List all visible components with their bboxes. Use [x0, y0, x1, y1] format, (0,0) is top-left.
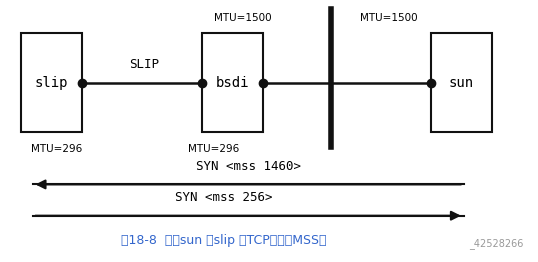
FancyBboxPatch shape	[202, 33, 263, 132]
Text: MTU=1500: MTU=1500	[214, 13, 272, 23]
Text: SYN <mss 256>: SYN <mss 256>	[175, 191, 273, 204]
Text: SYN <mss 1460>: SYN <mss 1460>	[196, 160, 301, 173]
Text: sun: sun	[449, 76, 473, 90]
FancyBboxPatch shape	[430, 33, 492, 132]
Text: _42528266: _42528266	[469, 238, 523, 249]
Text: 图18-8  显示sun 与slip 间TCP连接的MSS值: 图18-8 显示sun 与slip 间TCP连接的MSS值	[122, 234, 327, 247]
Text: SLIP: SLIP	[130, 58, 159, 71]
FancyBboxPatch shape	[20, 33, 82, 132]
Text: MTU=296: MTU=296	[31, 144, 82, 154]
Text: MTU=296: MTU=296	[188, 144, 239, 154]
Text: slip: slip	[34, 76, 68, 90]
Text: bsdi: bsdi	[216, 76, 249, 90]
Text: MTU=1500: MTU=1500	[360, 13, 418, 23]
